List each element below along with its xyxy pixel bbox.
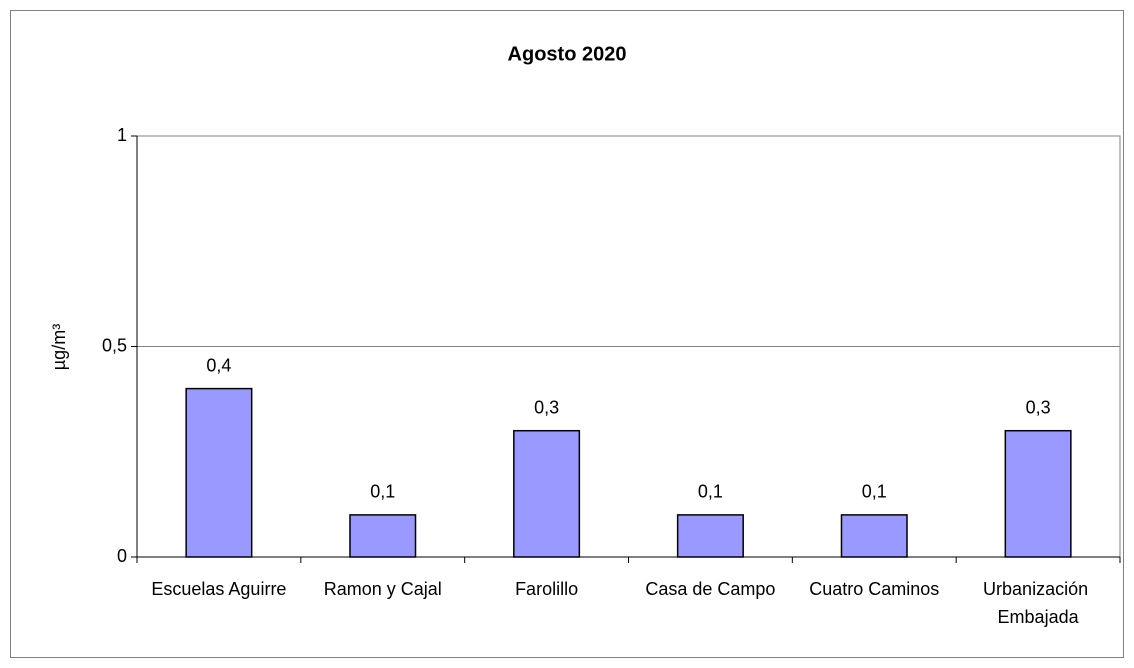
- bar: [513, 429, 581, 558]
- x-tick-label: Casa de Campo: [645, 579, 775, 599]
- y-axis-label: µg/m³: [49, 324, 69, 370]
- chart-title: Agosto 2020: [508, 43, 627, 65]
- x-tick-label: Ramon y Cajal: [324, 579, 442, 599]
- data-label: 0,3: [534, 397, 559, 417]
- data-label: 0,4: [206, 355, 231, 375]
- y-tick-label: 0: [117, 546, 127, 566]
- data-label: 0,1: [370, 482, 395, 502]
- bar: [185, 387, 253, 558]
- x-tick-label: Cuatro Caminos: [809, 579, 939, 599]
- bar: [840, 514, 908, 558]
- bar: [676, 514, 744, 558]
- y-tick-label: 0,5: [102, 335, 127, 355]
- x-tick-label: Urbanización Embajada: [983, 579, 1093, 627]
- bar: [349, 514, 417, 558]
- bar: [1004, 429, 1072, 558]
- data-label: 0,1: [698, 482, 723, 502]
- y-tick-label: 1: [117, 125, 127, 145]
- x-tick-label: Escuelas Aguirre: [151, 579, 286, 599]
- data-label: 0,1: [862, 482, 887, 502]
- data-label: 0,3: [1026, 397, 1051, 417]
- x-tick-label: Farolillo: [515, 579, 578, 599]
